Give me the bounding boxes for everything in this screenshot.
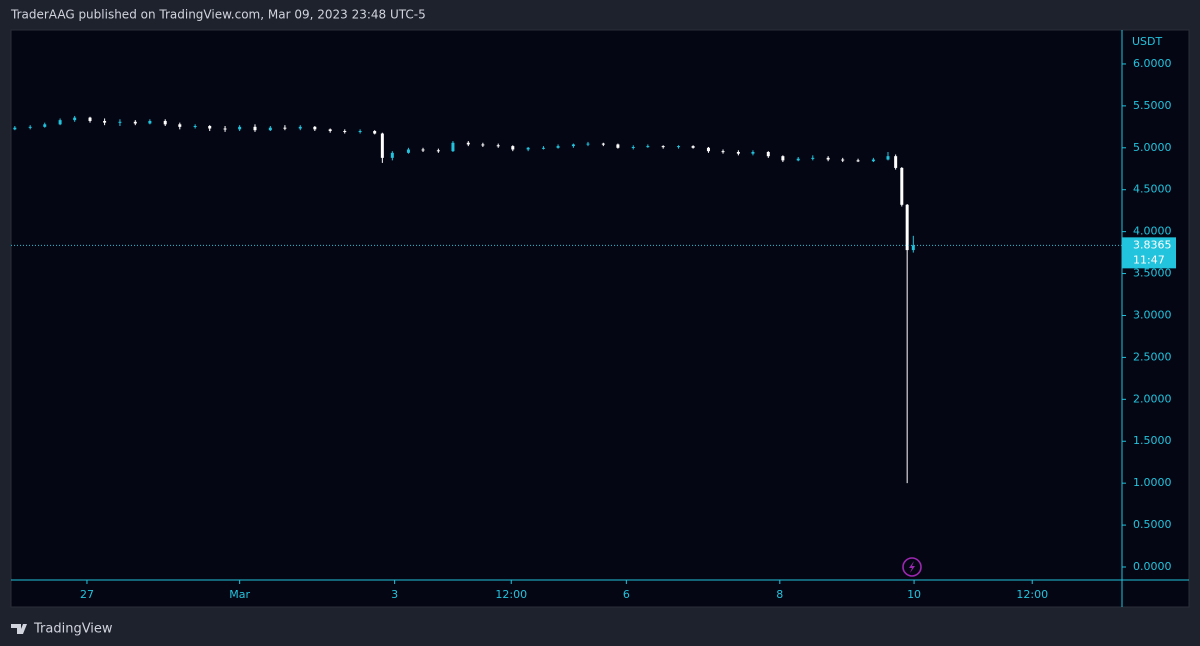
candle-body xyxy=(616,144,620,148)
last-price-box xyxy=(1122,237,1176,269)
candle-body xyxy=(811,157,815,159)
chart-pane xyxy=(10,29,1190,608)
candle-body xyxy=(283,127,287,129)
candle-body xyxy=(223,128,227,130)
candle-body xyxy=(148,120,152,124)
candle-body xyxy=(313,126,317,130)
event-icon xyxy=(902,557,922,577)
candle-body xyxy=(103,120,107,123)
candle-body xyxy=(736,151,740,154)
y-tick-label: 5.0000 xyxy=(1133,141,1172,154)
candle-body xyxy=(661,146,665,148)
candle-body xyxy=(556,146,560,148)
candle-body xyxy=(451,142,455,152)
candle-body xyxy=(541,147,545,149)
candle-body xyxy=(841,159,845,161)
y-tick-label: 0.5000 xyxy=(1133,518,1172,531)
candle-body xyxy=(586,143,590,145)
logo: TradingView xyxy=(11,622,113,637)
candle-body xyxy=(13,127,17,130)
axis-title: USDT xyxy=(1132,35,1163,48)
candle-body xyxy=(421,149,425,151)
countdown-label: 11:47 xyxy=(1133,253,1165,266)
candle-body xyxy=(43,124,47,127)
x-tick-label: 6 xyxy=(623,588,630,601)
candle-body xyxy=(118,121,122,123)
candle-body xyxy=(900,167,904,205)
candle-body xyxy=(28,126,32,128)
candle-body xyxy=(496,145,500,147)
y-tick-label: 1.0000 xyxy=(1133,476,1172,489)
y-tick-label: 2.5000 xyxy=(1133,350,1172,363)
candle-body xyxy=(826,157,830,160)
candle-body xyxy=(193,125,197,127)
candle-body xyxy=(571,144,575,147)
candle-body xyxy=(721,151,725,153)
candle-body xyxy=(856,160,860,162)
candle-body xyxy=(781,156,785,161)
y-tick-label: 4.5000 xyxy=(1133,183,1172,196)
candle-body xyxy=(406,149,410,153)
candle-body xyxy=(481,144,485,146)
y-tick-label: 3.5000 xyxy=(1133,267,1172,280)
candle-body xyxy=(343,131,347,133)
candle-body xyxy=(677,146,681,148)
candle-body xyxy=(58,120,62,125)
candle-body xyxy=(691,146,695,148)
y-tick-label: 1.5000 xyxy=(1133,434,1172,447)
candle-body xyxy=(646,146,650,148)
candle-body xyxy=(905,204,909,251)
x-tick-label: 12:00 xyxy=(1016,588,1048,601)
candle-body xyxy=(631,146,635,148)
candle-body xyxy=(436,150,440,152)
candle-body xyxy=(706,147,710,152)
y-tick-label: 6.0000 xyxy=(1133,57,1172,70)
candle-body xyxy=(298,126,302,129)
candle-body xyxy=(328,129,332,132)
candle-body xyxy=(358,131,362,133)
candle-body xyxy=(208,125,212,129)
candle-body xyxy=(73,117,77,121)
candle-body xyxy=(886,156,890,160)
candle-body xyxy=(133,121,137,124)
candle-body xyxy=(751,151,755,154)
x-tick-label: 3 xyxy=(391,588,398,601)
x-tick-label: Mar xyxy=(229,588,250,601)
candle-body xyxy=(178,124,182,127)
y-tick-label: 4.0000 xyxy=(1133,225,1172,238)
candle-body xyxy=(511,146,515,150)
x-tick-label: 8 xyxy=(776,588,783,601)
candle-body xyxy=(238,126,242,130)
candle-body xyxy=(390,152,394,158)
candle-body xyxy=(163,120,167,125)
y-tick-label: 2.0000 xyxy=(1133,392,1172,405)
x-tick-label: 27 xyxy=(80,588,94,601)
candle-body xyxy=(526,147,530,150)
candle-body xyxy=(466,142,470,145)
candle-body xyxy=(871,159,875,162)
candle-body xyxy=(796,158,800,161)
y-tick-label: 0.0000 xyxy=(1133,560,1172,573)
candle-body xyxy=(88,117,92,121)
x-tick-label: 10 xyxy=(907,588,921,601)
y-tick-label: 3.0000 xyxy=(1133,308,1172,321)
y-tick-label: 5.5000 xyxy=(1133,99,1172,112)
candle-body xyxy=(268,127,272,131)
last-price-label: 3.8365 xyxy=(1133,238,1172,251)
candle-body xyxy=(894,156,898,168)
candle-body xyxy=(911,245,915,251)
x-tick-label: 12:00 xyxy=(495,588,527,601)
candle-body xyxy=(253,126,257,131)
candle-body xyxy=(601,143,605,145)
candle-body xyxy=(373,131,377,134)
header: TraderAAG published on TradingView.com, … xyxy=(10,8,426,22)
candle-body xyxy=(380,133,384,158)
candle-body xyxy=(766,151,770,157)
footer: TradingView xyxy=(33,622,113,637)
